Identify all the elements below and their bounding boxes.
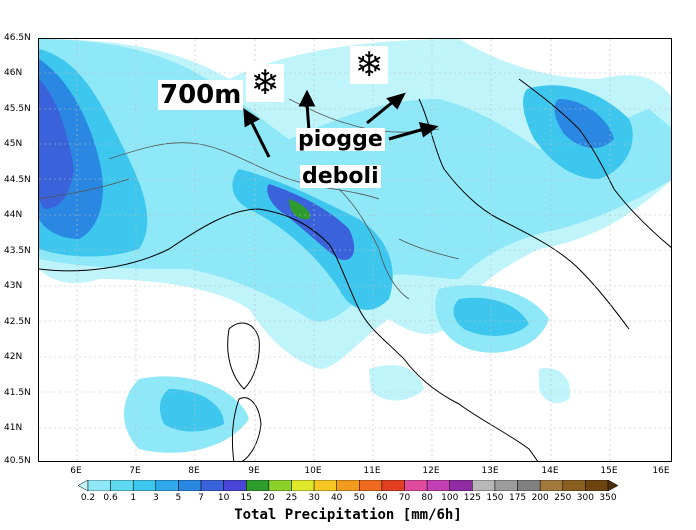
lat-label: 40.5N	[4, 456, 31, 466]
snowflake-icon: ❄	[246, 64, 284, 102]
lat-label: 41.5N	[4, 388, 31, 398]
colorbar-swatch	[585, 480, 609, 491]
altitude-label: 700m	[158, 80, 244, 110]
rain-label-line2: deboli	[300, 164, 381, 189]
lat-label: 42.5N	[4, 317, 31, 327]
colorbar-swatch	[132, 480, 157, 491]
snowflake-icon: ❄	[350, 46, 388, 84]
colorbar-swatch	[359, 480, 383, 491]
colorbar-swatch	[404, 480, 428, 491]
lat-label: 42N	[4, 352, 23, 362]
colorbar-tick-label: 100	[441, 493, 459, 503]
colorbar-swatch	[223, 480, 247, 491]
colorbar-tick-label: 5	[175, 493, 182, 503]
colorbar-title: Total Precipitation [mm/6h]	[234, 507, 462, 523]
colorbar-swatch	[426, 480, 450, 491]
colorbar-tick-label: 0.2	[80, 493, 96, 503]
lat-label: 44N	[4, 210, 23, 220]
colorbar-swatch	[562, 480, 586, 491]
colorbar-tick-label: 200	[531, 493, 549, 503]
colorbar-tick-label: 30	[308, 493, 320, 503]
colorbar-swatch	[291, 480, 315, 491]
colorbar-swatch	[87, 480, 111, 491]
colorbar-tick-label: 0.6	[103, 493, 118, 503]
colorbar-low-arrow	[78, 480, 89, 491]
lon-label: 6E	[70, 466, 82, 476]
colorbar-tick-label: 15	[240, 493, 252, 503]
map-canvas	[39, 39, 671, 461]
lat-label: 41N	[4, 423, 23, 433]
lon-label: 16E	[652, 466, 670, 476]
colorbar-tick-label: 40	[330, 493, 343, 503]
colorbar-swatch	[200, 480, 224, 491]
precipitation-map	[38, 38, 672, 462]
colorbar-tick-label: 10	[217, 493, 230, 503]
colorbar-tick-label: 1	[130, 493, 137, 503]
lon-label: 7E	[129, 466, 141, 476]
colorbar-swatch	[155, 480, 179, 491]
colorbar-swatch	[472, 480, 496, 491]
colorbar-tick-label: 7	[198, 493, 204, 503]
colorbar-high-arrow	[607, 480, 618, 491]
colorbar-tick-label: 125	[463, 493, 481, 503]
lon-label: 9E	[248, 466, 260, 476]
colorbar-tick-label: 250	[554, 493, 572, 503]
colorbar-tick-label: 350	[599, 493, 617, 503]
colorbar-tick-label: 80	[421, 493, 433, 503]
lon-label: 8E	[188, 466, 200, 476]
lat-label: 45N	[4, 139, 23, 149]
annotation-arrows	[243, 89, 439, 158]
colorbar	[78, 480, 618, 491]
lon-label: 13E	[481, 466, 499, 476]
lat-label: 44.5N	[4, 175, 31, 185]
colorbar-tick-label: 150	[486, 493, 504, 503]
colorbar-swatch	[449, 480, 473, 491]
colorbar-swatch	[178, 480, 202, 491]
colorbar-swatch	[381, 480, 405, 491]
colorbar-tick-label: 60	[376, 493, 388, 503]
colorbar-swatch	[336, 480, 360, 491]
lon-label: 15E	[600, 466, 618, 476]
colorbar-tick-label: 20	[263, 493, 275, 503]
lat-label: 43N	[4, 281, 23, 291]
lat-label: 46.5N	[4, 33, 31, 43]
colorbar-tick-label: 50	[353, 493, 366, 503]
colorbar-swatch	[246, 480, 270, 491]
coastlines	[39, 78, 671, 461]
rain-label-line1: piogge	[296, 127, 385, 152]
colorbar-tick-label: 25	[285, 493, 298, 503]
lon-label: 14E	[541, 466, 559, 476]
precipitation-field	[39, 39, 671, 461]
lon-label: 12E	[422, 466, 440, 476]
colorbar-swatch	[313, 480, 337, 491]
lat-label: 46N	[4, 68, 23, 78]
lat-label: 45.5N	[4, 104, 31, 114]
colorbar-tick-label: 300	[576, 493, 594, 503]
colorbar-swatch	[110, 480, 134, 491]
colorbar-swatch	[517, 480, 541, 491]
lat-label: 43.5N	[4, 246, 31, 256]
colorbar-tick-label: 3	[152, 493, 159, 503]
lon-label: 10E	[304, 466, 322, 476]
colorbar-swatch	[539, 480, 564, 491]
colorbar-swatch	[494, 480, 518, 491]
colorbar-swatch	[268, 480, 292, 491]
colorbar-tick-label: 175	[508, 493, 527, 503]
colorbar-tick-label: 70	[398, 493, 411, 503]
lon-label: 11E	[363, 466, 381, 476]
